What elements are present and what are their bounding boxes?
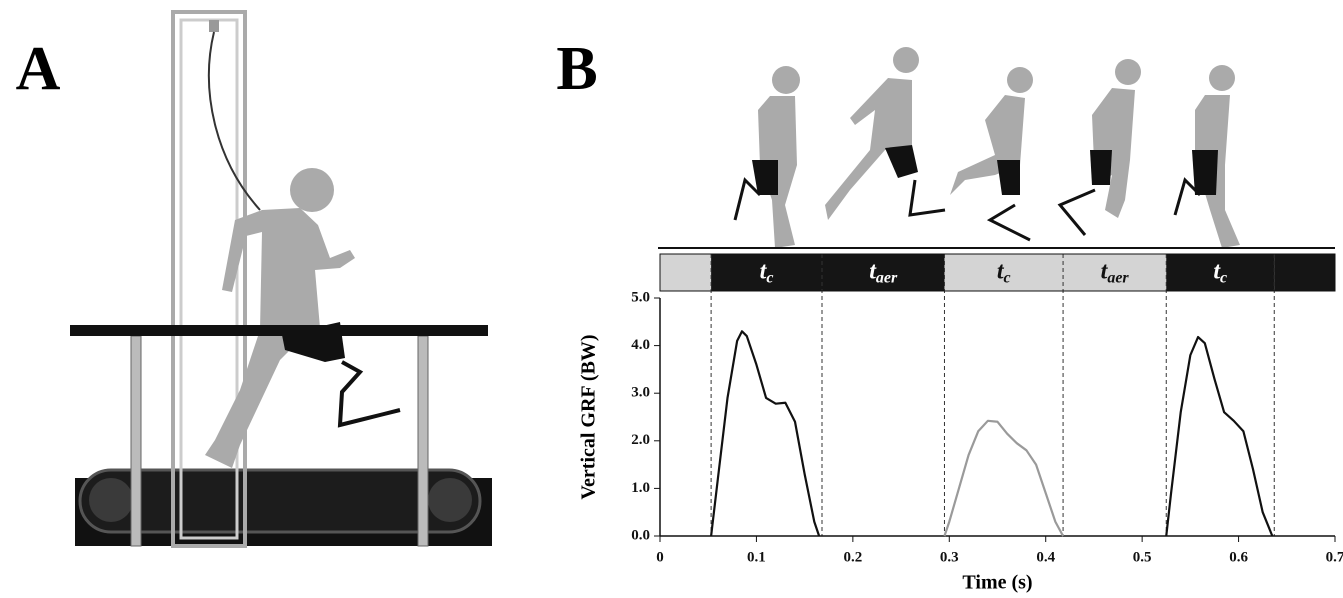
x-tick-label: 0.5 bbox=[1133, 549, 1152, 565]
phase-bar bbox=[944, 254, 1064, 291]
treadmill-illustration bbox=[70, 10, 492, 548]
phase-label-main: t bbox=[869, 258, 877, 284]
phase-label-main: t bbox=[1213, 258, 1221, 284]
x-tick-label: 0.4 bbox=[1036, 549, 1055, 565]
y-tick-label: 4.0 bbox=[631, 337, 650, 353]
grf-curve bbox=[710, 330, 821, 537]
x-tick-label: 0.6 bbox=[1229, 549, 1248, 565]
grf-curve bbox=[943, 419, 1065, 537]
y-tick-label: 2.0 bbox=[631, 432, 650, 448]
x-tick-label: 0 bbox=[656, 549, 664, 565]
panel-label: A bbox=[16, 35, 61, 103]
x-axis-title: Time (s) bbox=[962, 572, 1032, 594]
phase-label-sub: aer bbox=[1107, 269, 1129, 286]
phase-bar bbox=[1166, 254, 1275, 291]
phase-bar bbox=[1063, 254, 1167, 291]
y-tick-label: 1.0 bbox=[631, 480, 650, 496]
phase-label-sub: c bbox=[766, 269, 773, 286]
x-tick-label: 0.3 bbox=[940, 549, 959, 565]
phase-label-sub: c bbox=[1220, 269, 1227, 286]
phase-label: tc bbox=[997, 258, 1011, 286]
runner-illustrations bbox=[733, 47, 1240, 248]
y-tick-label: 0.0 bbox=[631, 527, 650, 543]
phase-bar bbox=[1274, 254, 1335, 291]
x-tick-label: 0.7 bbox=[1326, 549, 1343, 565]
x-tick-label: 0.1 bbox=[747, 549, 766, 565]
phase-label-sub: c bbox=[1004, 269, 1011, 286]
phase-bar-frame bbox=[659, 253, 1336, 292]
x-tick-label: 0.2 bbox=[843, 549, 862, 565]
phase-bar bbox=[822, 254, 945, 291]
phase-label: tc bbox=[1213, 258, 1227, 286]
y-tick-label: 3.0 bbox=[631, 385, 650, 401]
phase-bar bbox=[660, 254, 712, 291]
y-axis-title: Vertical GRF (BW) bbox=[578, 334, 600, 499]
phase-bar bbox=[711, 254, 822, 291]
phase-label-main: t bbox=[760, 258, 768, 284]
y-tick-label: 5.0 bbox=[631, 289, 650, 305]
phase-label: taer bbox=[869, 258, 898, 286]
phase-label-main: t bbox=[997, 258, 1005, 284]
phase-label-sub: aer bbox=[876, 269, 898, 286]
panel-label: B bbox=[556, 35, 597, 103]
phase-label: taer bbox=[1101, 258, 1130, 286]
phase-label-main: t bbox=[1101, 258, 1109, 284]
grf-curve bbox=[1165, 335, 1274, 537]
phase-label: tc bbox=[760, 258, 774, 286]
